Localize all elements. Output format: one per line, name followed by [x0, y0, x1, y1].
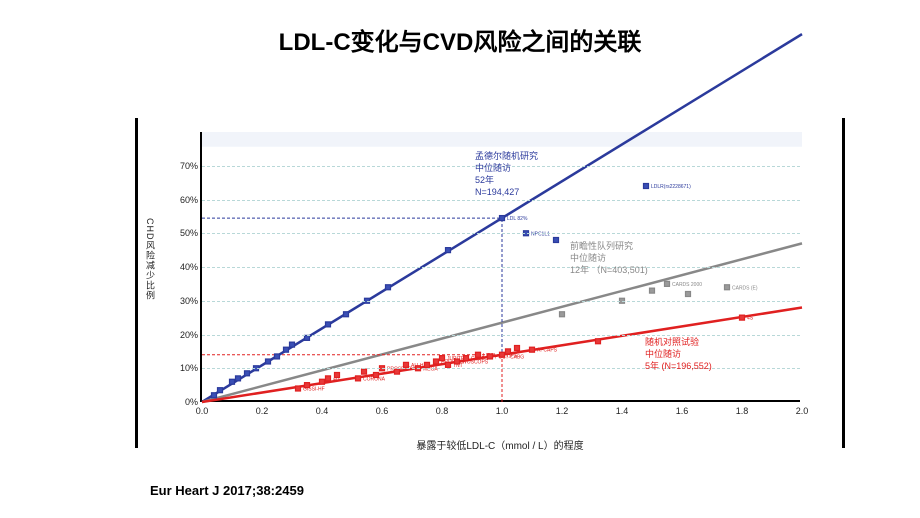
- x-tick: 1.2: [556, 406, 569, 416]
- x-tick: 0.4: [316, 406, 329, 416]
- marker-rct: [455, 359, 460, 364]
- marker-cohort: [665, 281, 670, 286]
- marker-mendel: [245, 371, 250, 376]
- marker-rct: [296, 386, 301, 391]
- citation-text: Eur Heart J 2017;38:2459: [150, 483, 304, 498]
- marker-rct: [425, 362, 430, 367]
- grid-line: [202, 267, 800, 268]
- y-tick: 60%: [164, 195, 198, 205]
- marker-rct: [362, 369, 367, 374]
- marker-cohort: [686, 292, 691, 297]
- legend-mendel: 孟德尔随机研究中位随访52年N=194,427: [475, 150, 538, 199]
- y-tick: 0%: [164, 397, 198, 407]
- marker-rct: [500, 352, 505, 357]
- marker-rct: [476, 352, 481, 357]
- marker-mendel: [284, 347, 289, 352]
- marker-rct: [356, 376, 361, 381]
- frame-right: [842, 118, 845, 448]
- marker-rct: [434, 359, 439, 364]
- marker-rct: [446, 362, 451, 367]
- y-tick: 50%: [164, 228, 198, 238]
- y-tick: 30%: [164, 296, 198, 306]
- grid-line: [202, 200, 800, 201]
- marker-rct: [740, 315, 745, 320]
- marker-rct: [506, 349, 511, 354]
- marker-mendel: [218, 388, 223, 393]
- grid-line: [202, 301, 800, 302]
- x-tick: 0.0: [196, 406, 209, 416]
- marker-label: LDL 82%: [507, 216, 528, 222]
- marker-mendel: [446, 248, 451, 253]
- page-title: LDL-C变化与CVD风险之间的关联: [0, 0, 920, 57]
- x-axis-label: 暴露于较低LDL-C（mmol / L）的程度: [200, 437, 800, 452]
- marker-rct: [515, 346, 520, 351]
- y-tick: 70%: [164, 161, 198, 171]
- marker-rct: [335, 373, 340, 378]
- marker-mendel: [212, 393, 217, 398]
- chart-container: CHD风险减少比例 LDL 82%NPC1L1LDLR(rs2228671)CA…: [150, 118, 830, 448]
- x-tick: 1.0: [496, 406, 509, 416]
- marker-mendel: [554, 238, 559, 243]
- marker-mendel: [236, 376, 241, 381]
- marker-mendel: [326, 322, 331, 327]
- x-tick: 0.8: [436, 406, 449, 416]
- legend-rct: 随机对照试验中位随访5年 (N=196,552): [645, 336, 712, 372]
- x-tick: 1.6: [676, 406, 689, 416]
- grid-line: [202, 233, 800, 234]
- marker-mendel: [305, 335, 310, 340]
- x-tick: 1.8: [736, 406, 749, 416]
- x-tick: 2.0: [796, 406, 809, 416]
- marker-mendel: [266, 359, 271, 364]
- marker-cohort: [725, 285, 730, 290]
- marker-mendel: [644, 184, 649, 189]
- legend-cohort: 前瞻性队列研究中位随访12年 （N=403,501): [570, 240, 648, 276]
- marker-rct: [464, 356, 469, 361]
- marker-cohort: [560, 312, 565, 317]
- marker-mendel: [500, 216, 505, 221]
- marker-rct: [440, 356, 445, 361]
- marker-label: NPC1L1: [531, 231, 550, 237]
- marker-rct: [305, 383, 310, 388]
- marker-mendel: [275, 354, 280, 359]
- marker-rct: [320, 379, 325, 384]
- marker-mendel: [290, 342, 295, 347]
- y-tick: 40%: [164, 262, 198, 272]
- marker-label: 4S: [747, 316, 754, 322]
- marker-rct: [374, 373, 379, 378]
- x-tick: 1.4: [616, 406, 629, 416]
- marker-rct: [488, 354, 493, 359]
- y-axis-label: CHD风险减少比例: [144, 218, 157, 301]
- marker-rct: [326, 376, 331, 381]
- marker-label: AFCAPS: [537, 348, 558, 354]
- marker-rct: [530, 347, 535, 352]
- marker-label: CARDS (E): [732, 285, 758, 291]
- marker-mendel: [344, 312, 349, 317]
- y-tick: 20%: [164, 330, 198, 340]
- x-tick: 0.2: [256, 406, 269, 416]
- marker-rct: [395, 369, 400, 374]
- marker-mendel: [386, 285, 391, 290]
- marker-rct: [404, 362, 409, 367]
- frame-left: [135, 118, 138, 448]
- marker-label: LDLR(rs2228671): [651, 184, 691, 190]
- x-tick: 0.6: [376, 406, 389, 416]
- marker-mendel: [230, 379, 235, 384]
- y-tick: 10%: [164, 363, 198, 373]
- marker-label: CARDS 2000: [672, 282, 702, 288]
- marker-cohort: [650, 288, 655, 293]
- marker-rct: [596, 339, 601, 344]
